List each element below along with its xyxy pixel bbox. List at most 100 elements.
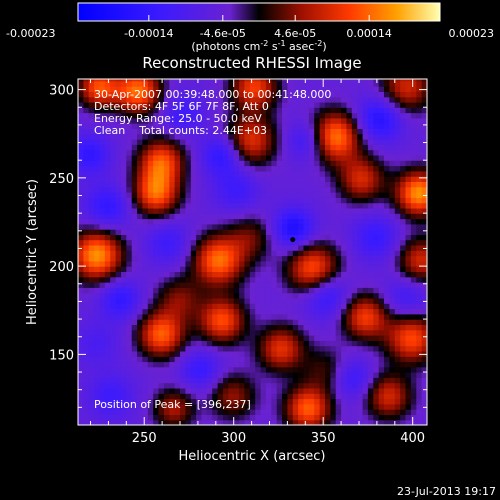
heatmap-cell [378, 213, 385, 220]
heatmap-cell [325, 117, 331, 124]
heatmap-cell [287, 387, 294, 394]
heatmap-cell [292, 403, 299, 410]
heatmap-cell [346, 213, 353, 220]
heatmap-cell [196, 414, 203, 421]
heatmap-cell [147, 398, 154, 405]
heatmap-cell [163, 197, 170, 204]
heatmap-cell [244, 361, 251, 368]
heatmap-cell [223, 128, 229, 135]
heatmap-cell [330, 218, 337, 225]
heatmap-cell [373, 144, 380, 151]
heatmap-cell [158, 260, 165, 267]
heatmap-cell [212, 350, 219, 357]
heatmap-cell [147, 387, 154, 394]
heatmap-cell [153, 107, 160, 114]
heatmap-cell [115, 350, 122, 357]
heatmap-cell [367, 303, 374, 310]
heatmap-cell [94, 144, 101, 151]
heatmap-cell [416, 223, 423, 230]
heatmap-cell [169, 414, 176, 421]
heatmap-cell [367, 123, 374, 129]
heatmap-cell [314, 366, 321, 373]
heatmap-cell [287, 213, 294, 220]
heatmap-cell [206, 197, 213, 204]
heatmap-cell [303, 80, 310, 87]
heatmap-cell [271, 345, 278, 352]
heatmap-cell [373, 382, 380, 389]
heatmap-cell [153, 313, 160, 320]
heatmap-cell [169, 144, 176, 151]
heatmap-cell [244, 112, 251, 119]
heatmap-cell [335, 80, 342, 87]
heatmap-cell [190, 382, 197, 389]
heatmap-cell [292, 80, 299, 87]
heatmap-cell [303, 292, 310, 299]
heatmap-cell [421, 287, 427, 294]
heatmap-cell [308, 329, 315, 336]
heatmap-cell [190, 213, 197, 220]
heatmap-cell [314, 356, 321, 363]
heatmap-cell [249, 255, 256, 262]
heatmap-cell [163, 170, 170, 177]
heatmap-cell [169, 377, 176, 384]
heatmap-cell [255, 229, 262, 235]
heatmap-cell [180, 414, 186, 421]
heatmap-cell [110, 266, 117, 272]
heatmap-cell [319, 239, 326, 246]
heatmap-cell [228, 398, 235, 405]
heatmap-cell [335, 319, 342, 325]
heatmap-cell [88, 176, 95, 182]
heatmap-cell [137, 80, 144, 87]
heatmap-cell [99, 244, 106, 251]
heatmap-cell [104, 324, 111, 331]
heatmap-cell [384, 170, 390, 177]
heatmap-cell [228, 223, 235, 230]
heatmap-cell [271, 297, 278, 304]
heatmap-cell [405, 80, 412, 87]
heatmap-cell [88, 133, 95, 140]
heatmap-cell [142, 250, 149, 257]
heatmap-cell [228, 271, 235, 278]
heatmap-cell [405, 361, 412, 368]
heatmap-cell [314, 176, 321, 182]
heatmap-cell [244, 255, 251, 262]
heatmap-cell [94, 377, 101, 384]
heatmap-cell [308, 244, 315, 251]
heatmap-cell [282, 154, 288, 161]
heatmap-cell [367, 192, 374, 198]
heatmap-cell [416, 213, 423, 220]
heatmap-cell [287, 271, 294, 278]
heatmap-cell [196, 244, 203, 251]
heatmap-cell [126, 160, 133, 167]
heatmap-cell [115, 403, 122, 410]
heatmap-cell [319, 96, 326, 103]
heatmap-cell [94, 96, 101, 103]
heatmap-cell [121, 197, 127, 204]
heatmap-cell [137, 117, 144, 124]
heatmap-cell [314, 350, 321, 357]
heatmap-cell [330, 260, 337, 267]
heatmap-cell [249, 79, 256, 82]
heatmap-cell [115, 149, 122, 156]
heatmap-cell [174, 165, 181, 172]
heatmap-cell [174, 96, 181, 103]
heatmap-cell [421, 234, 427, 241]
heatmap-cell [357, 356, 364, 363]
heatmap-cell [239, 303, 246, 310]
heatmap-cell [394, 186, 401, 193]
heatmap-cell [137, 292, 144, 299]
heatmap-cell [196, 202, 203, 209]
heatmap-cell [400, 181, 407, 188]
heatmap-cell [244, 239, 251, 246]
heatmap-cell [180, 303, 186, 310]
heatmap-cell [416, 149, 423, 156]
heatmap-cell [185, 350, 192, 357]
heatmap-cell [153, 403, 160, 410]
heatmap-cell [319, 229, 326, 235]
heatmap-cell [126, 101, 133, 108]
heatmap-cell [255, 255, 262, 262]
heatmap-cell [137, 186, 144, 193]
heatmap-cell [99, 319, 106, 325]
heatmap-cell [362, 202, 369, 209]
heatmap-cell [223, 366, 229, 373]
